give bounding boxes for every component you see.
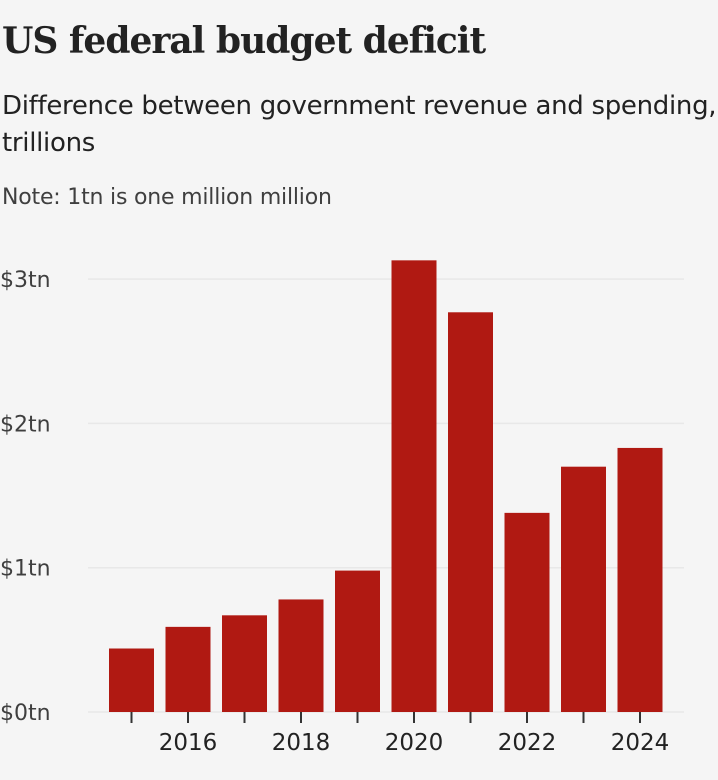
bars — [109, 260, 663, 712]
x-tick-label: 2020 — [385, 730, 444, 756]
bar-2016 — [165, 626, 211, 712]
chart-note: Note: 1tn is one million million — [2, 185, 332, 210]
bar-2021 — [448, 312, 493, 712]
x-tick-label: 2016 — [159, 730, 218, 756]
x-tick-label: 2024 — [611, 730, 670, 756]
y-tick-label: $3tn — [0, 268, 51, 293]
bar-2017 — [222, 615, 267, 712]
bar-2024 — [617, 447, 663, 712]
x-tick-label: 2022 — [498, 730, 557, 756]
bar-2015 — [109, 648, 154, 712]
chart-title: US federal budget deficit — [2, 20, 486, 62]
x-tick-label: 2018 — [272, 730, 331, 756]
y-tick-label: $2tn — [0, 412, 51, 437]
bar-2023 — [561, 466, 606, 712]
x-axis: 2016 2018 2020 2022 2024 — [130, 712, 670, 756]
y-tick-label: $0tn — [0, 701, 51, 726]
bar-2019 — [335, 570, 380, 712]
bar-2018 — [278, 599, 324, 712]
bar-2020 — [391, 260, 437, 712]
chart-subtitle: Difference between government revenue an… — [2, 91, 717, 158]
bar-2022 — [504, 512, 550, 712]
y-tick-label: $1tn — [0, 557, 51, 582]
y-axis: $0tn $1tn $2tn $3tn — [0, 268, 51, 726]
